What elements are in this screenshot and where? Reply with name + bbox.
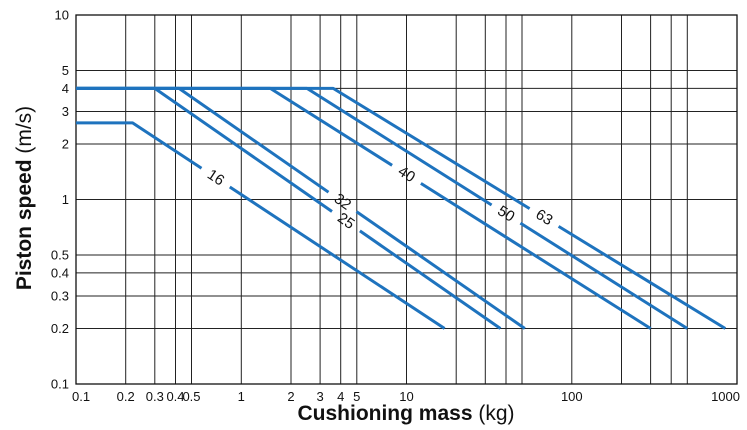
- x-tick-label: 0.3: [146, 389, 164, 404]
- x-tick-label: 3: [316, 389, 323, 404]
- x-tick-label: 4: [337, 389, 344, 404]
- x-tick-label: 100: [561, 389, 583, 404]
- y-tick-label: 3: [62, 104, 69, 119]
- y-axis-title-text: Piston speed: [13, 159, 36, 290]
- x-tick-label: 0.2: [117, 389, 135, 404]
- series-line-16: [76, 121, 203, 170]
- y-tick-label: 5: [62, 63, 69, 78]
- series-line-25-tail: [359, 229, 502, 330]
- series-label-40: 40: [395, 163, 418, 186]
- y-tick-label: 1: [62, 192, 69, 207]
- series-line-50-tail: [519, 221, 689, 330]
- series-label-32: 32: [331, 190, 354, 213]
- series-lines: [76, 86, 727, 330]
- series-line-16-tail: [228, 185, 446, 330]
- x-axis-title: Cushioning mass (kg): [297, 402, 514, 425]
- series-line-63: [76, 86, 531, 210]
- series-line-63-tail: [557, 225, 727, 330]
- y-tick-label: 0.2: [51, 321, 69, 336]
- x-tick-label: 10: [399, 389, 413, 404]
- y-tick-label: 4: [62, 81, 69, 96]
- series-label-63: 63: [533, 206, 556, 229]
- x-axis-title-text: Cushioning mass: [297, 402, 472, 425]
- y-axis-title: Piston speed (m/s): [13, 106, 36, 290]
- series-line-40-tail: [420, 182, 652, 330]
- y-tick-label: 0.1: [51, 377, 69, 392]
- y-tick-label: 0.3: [51, 289, 69, 304]
- plot-frame: [75, 14, 738, 385]
- x-tick-label: 5: [353, 389, 360, 404]
- y-tick-labels: 0.1 0.2 0.3 0.4 0.5 1 2 3 4 5 10: [51, 8, 69, 392]
- x-tick-label: 0.4: [166, 389, 184, 404]
- y-axis-unit: (m/s): [13, 106, 36, 160]
- x-tick-label: 2: [287, 389, 294, 404]
- x-tick-label: 0.1: [72, 389, 90, 404]
- series-label-50: 50: [494, 202, 517, 225]
- series-label-16: 16: [204, 166, 227, 189]
- x-tick-label: 0.5: [182, 389, 200, 404]
- y-tick-label: 0.5: [51, 248, 69, 263]
- grid-lines: [76, 15, 737, 384]
- y-tick-label: 10: [55, 8, 69, 23]
- x-axis-unit: (kg): [473, 402, 515, 425]
- y-tick-label: 2: [62, 137, 69, 152]
- series-label-25: 25: [334, 209, 357, 232]
- series-line-32-tail: [355, 210, 526, 330]
- y-tick-label: 0.4: [51, 265, 69, 280]
- x-tick-label: 1000: [711, 389, 740, 404]
- x-tick-labels: 0.1 0.2 0.3 0.40.5 1 2 3 4 5 10 100 1000: [72, 389, 740, 404]
- x-tick-label: 1: [238, 389, 245, 404]
